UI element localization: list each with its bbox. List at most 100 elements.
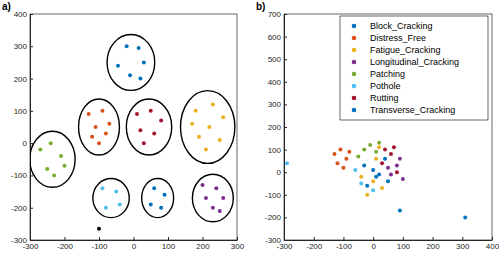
tick: 0 bbox=[132, 237, 137, 251]
point bbox=[197, 135, 201, 139]
legend-marker bbox=[352, 36, 357, 41]
tick: 200 bbox=[268, 123, 287, 132]
cluster-outline bbox=[30, 131, 75, 187]
tick-label: 0 bbox=[23, 139, 28, 148]
tick-label: 300 bbox=[268, 100, 282, 109]
tick-mark bbox=[134, 237, 135, 240]
tick-mark bbox=[403, 237, 404, 240]
point bbox=[94, 125, 98, 129]
point bbox=[214, 186, 218, 190]
point bbox=[377, 141, 381, 145]
point bbox=[335, 161, 339, 165]
tick-label: 0 bbox=[371, 242, 376, 251]
y-axis: -300-200-1000100200300400500600700 bbox=[265, 10, 287, 245]
cluster-outline bbox=[93, 178, 129, 217]
plot-frame bbox=[30, 14, 237, 240]
legend: Block_CrackingDistress_FreeFatigue_Crack… bbox=[340, 16, 488, 120]
tick-label: -300 bbox=[11, 236, 28, 245]
point bbox=[383, 157, 387, 161]
tick-label: 100 bbox=[268, 146, 282, 155]
tick-label: -100 bbox=[265, 191, 282, 200]
tick: -100 bbox=[11, 171, 33, 180]
tick-mark bbox=[284, 82, 287, 83]
tick-label: 300 bbox=[14, 42, 28, 51]
tick: -200 bbox=[57, 237, 74, 251]
point bbox=[159, 206, 163, 210]
tick-mark bbox=[284, 150, 287, 151]
tick-mark bbox=[284, 127, 287, 128]
tick-mark bbox=[492, 237, 493, 240]
tick: 200 bbox=[196, 237, 210, 251]
tick: 400 bbox=[486, 237, 500, 251]
tick: -300 bbox=[265, 236, 287, 245]
tick-label: 300 bbox=[456, 242, 470, 251]
tick-label: 200 bbox=[14, 75, 28, 84]
tick-label: 0 bbox=[132, 242, 137, 251]
point bbox=[338, 148, 342, 152]
point bbox=[118, 202, 122, 206]
point bbox=[45, 167, 49, 171]
point bbox=[211, 102, 215, 106]
point bbox=[163, 193, 167, 197]
tick-label: -100 bbox=[336, 242, 353, 251]
tick: 700 bbox=[268, 10, 287, 19]
point bbox=[59, 154, 63, 158]
point bbox=[114, 190, 118, 194]
point bbox=[374, 150, 378, 154]
point bbox=[63, 164, 67, 168]
panel: -300-200-1000100200300-300-200-100010020… bbox=[2, 1, 245, 251]
tick-mark bbox=[30, 175, 33, 176]
point bbox=[374, 157, 378, 161]
point bbox=[395, 163, 399, 167]
tick: -200 bbox=[265, 213, 287, 222]
tick-label: 200 bbox=[268, 123, 282, 132]
point bbox=[344, 157, 348, 161]
tick: -200 bbox=[306, 237, 323, 251]
tick-label: -200 bbox=[57, 242, 74, 251]
tick-label: 100 bbox=[162, 242, 176, 251]
point bbox=[368, 143, 372, 147]
point bbox=[395, 170, 399, 174]
tick-label: 400 bbox=[268, 78, 282, 87]
point bbox=[362, 148, 366, 152]
point bbox=[463, 215, 467, 219]
point bbox=[49, 141, 53, 145]
tick-label: -100 bbox=[11, 171, 28, 180]
point bbox=[356, 154, 360, 158]
point bbox=[201, 183, 205, 187]
point bbox=[52, 173, 56, 177]
tick-mark bbox=[284, 240, 287, 241]
point bbox=[116, 64, 120, 68]
point bbox=[152, 186, 156, 190]
point bbox=[211, 206, 215, 210]
point bbox=[97, 141, 101, 145]
tick: 100 bbox=[397, 237, 411, 251]
point bbox=[392, 145, 396, 149]
legend-marker bbox=[352, 96, 357, 101]
point bbox=[401, 177, 405, 181]
legend-marker bbox=[352, 60, 357, 65]
point bbox=[333, 152, 337, 156]
tick-mark bbox=[30, 14, 33, 15]
tick: -300 bbox=[11, 236, 33, 245]
point bbox=[125, 44, 129, 48]
point bbox=[194, 109, 198, 113]
point bbox=[353, 168, 357, 172]
plot-frame bbox=[284, 14, 492, 240]
tick: 0 bbox=[277, 168, 287, 177]
point bbox=[341, 166, 345, 170]
tick-mark bbox=[343, 237, 344, 240]
point bbox=[218, 209, 222, 213]
tick-mark bbox=[30, 79, 33, 80]
point bbox=[371, 168, 375, 172]
tick-mark bbox=[203, 237, 204, 240]
point bbox=[152, 131, 156, 135]
point bbox=[371, 188, 375, 192]
point bbox=[389, 172, 393, 176]
legend-label: Longitudinal_Cracking bbox=[370, 57, 459, 67]
tick: -100 bbox=[91, 237, 108, 251]
point bbox=[190, 122, 194, 126]
tick-mark bbox=[30, 111, 33, 112]
panel-title: b) bbox=[256, 1, 265, 12]
point bbox=[149, 109, 153, 113]
